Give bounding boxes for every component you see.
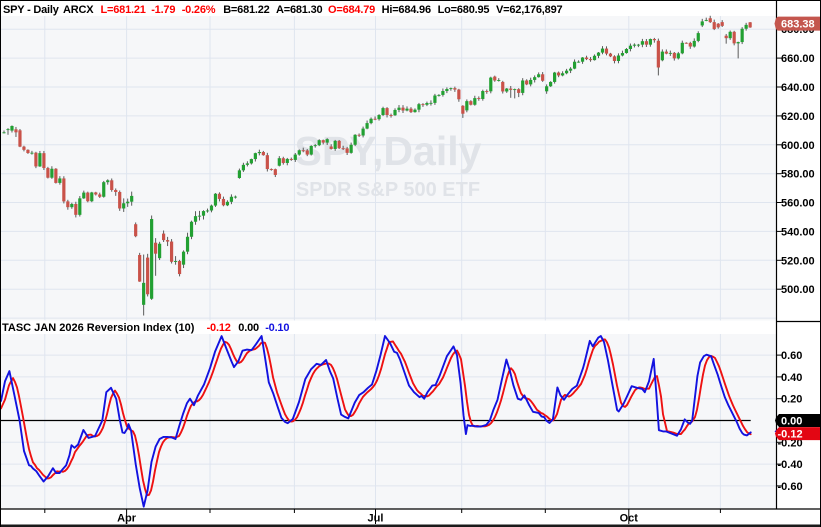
svg-text:580.00: 580.00 — [781, 169, 815, 181]
svg-text:0.40: 0.40 — [781, 372, 802, 384]
svg-text:V=62,176,897: V=62,176,897 — [496, 4, 562, 16]
svg-text:-0.40: -0.40 — [778, 459, 803, 471]
svg-text:-0.12: -0.12 — [207, 322, 231, 334]
svg-text:560.00: 560.00 — [781, 198, 815, 210]
svg-text:TASC JAN 2026 Reversion Index: TASC JAN 2026 Reversion Index (10) — [2, 322, 195, 334]
svg-text:600.00: 600.00 — [781, 140, 815, 152]
svg-text:0.60: 0.60 — [781, 350, 802, 362]
svg-text:0.20: 0.20 — [781, 394, 802, 406]
svg-text:-0.12: -0.12 — [778, 429, 803, 441]
svg-text:SPDR S&P 500 ETF: SPDR S&P 500 ETF — [296, 179, 480, 201]
svg-text:660.00: 660.00 — [781, 53, 815, 65]
svg-text:A=681.30: A=681.30 — [276, 4, 322, 16]
svg-text:-0.60: -0.60 — [778, 481, 803, 493]
svg-text:SPY,Daily: SPY,Daily — [295, 128, 482, 174]
svg-text:620.00: 620.00 — [781, 111, 815, 123]
svg-text:0.00: 0.00 — [238, 322, 259, 334]
svg-text:ARCX: ARCX — [63, 4, 94, 16]
svg-text:Jul: Jul — [368, 513, 384, 525]
svg-text:Oct: Oct — [620, 513, 639, 525]
svg-text:-0.10: -0.10 — [265, 322, 289, 334]
svg-text:SPY - Daily: SPY - Daily — [3, 4, 60, 16]
svg-text:520.00: 520.00 — [781, 255, 815, 267]
svg-text:Lo=680.95: Lo=680.95 — [438, 4, 490, 16]
svg-text:Hi=684.96: Hi=684.96 — [382, 4, 431, 16]
svg-text:-1.79: -1.79 — [151, 4, 175, 16]
svg-text:-0.26%: -0.26% — [182, 4, 216, 16]
svg-text:0.00: 0.00 — [781, 416, 802, 428]
svg-text:B=681.22: B=681.22 — [223, 4, 269, 16]
svg-text:-0.20: -0.20 — [778, 437, 803, 449]
svg-text:540.00: 540.00 — [781, 226, 815, 238]
svg-text:O=684.79: O=684.79 — [328, 4, 375, 16]
svg-text:Apr: Apr — [117, 513, 137, 525]
svg-text:L=681.21: L=681.21 — [101, 4, 146, 16]
svg-text:500.00: 500.00 — [781, 284, 815, 296]
svg-text:683.38: 683.38 — [781, 19, 815, 31]
svg-text:640.00: 640.00 — [781, 82, 815, 94]
